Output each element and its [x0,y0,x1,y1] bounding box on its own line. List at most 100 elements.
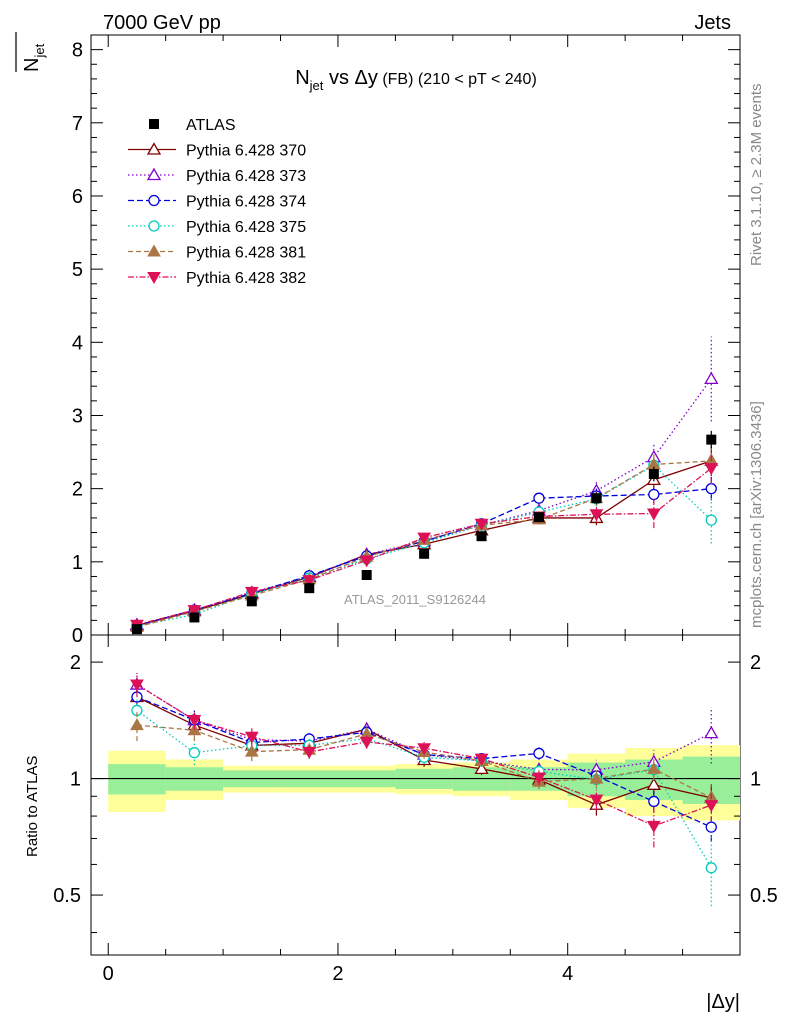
series-5-point [244,586,259,599]
reference-point [648,469,659,480]
ratio-y-tick-label: 1 [750,769,761,791]
title-cut: (210 < pT < 240) [418,71,537,88]
y-tick-label: 1 [72,552,83,574]
series-5-ratio-point [187,715,202,728]
y-tick-label: 8 [72,40,83,62]
series-5-point [646,508,661,521]
series-0-ratio-point [474,761,489,775]
legend-marker-series-3 [148,220,160,232]
ratio-y-tick-label: 2 [70,652,81,674]
series-5-point [704,463,719,476]
ratio-band-inner [108,764,166,795]
series-1-ratio-point [704,725,719,739]
y-tick-label: 5 [72,259,83,281]
reference-point [706,434,717,445]
series-3-ratio-point [188,747,201,759]
x-tick-label: 4 [562,963,573,985]
series-1-line [136,378,712,626]
category-label: Jets [694,12,731,34]
legend-label-reference: ATLAS [186,117,236,134]
legend-marker-series-0 [146,142,162,155]
series-5-ratio-point [589,794,604,807]
analysis-id-label: ATLAS_2011_S9126244 [344,592,486,607]
x-tick-labels: 0 2 4 [103,963,574,985]
y-tick-label: 6 [72,186,83,208]
reference-point [533,512,544,523]
ratio-y-tick-label: 0.5 [53,885,81,907]
series-5-ratio-point [359,736,374,749]
reference-point [476,531,487,542]
legend-label-series-2: Pythia 6.428 374 [186,194,306,211]
y-tick-label: 4 [72,332,83,354]
ratio-y-axis-label: Ratio to ATLAS [24,756,41,857]
series-5-ratio-point [130,679,144,692]
reference-point [361,570,372,580]
main-content [129,336,719,635]
series-4-ratio-point [244,744,259,757]
series-3-ratio-point [705,862,717,874]
ratio-y-tick-label: 0.5 [750,885,778,907]
series-4-ratio-point [589,771,604,784]
series-2-ratio-point [533,747,545,760]
legend-label-series-0: Pythia 6.428 370 [186,143,306,160]
ratio-content [129,672,719,907]
series-5-ratio-point [704,800,719,813]
series-5-ratio-point [646,820,661,833]
series-5-ratio-point [417,743,431,756]
series-3-point [705,514,717,526]
y-tick-label: 3 [72,405,83,427]
legend-label-series-5: Pythia 6.428 382 [186,270,306,287]
reference-point [591,493,602,504]
ratio-y-tick-label: 1 [70,769,81,791]
reference-point [131,624,142,635]
legend-marker-series-2 [148,194,160,207]
svg-text:Njet: Njet [21,43,47,72]
side-label-mcplots: mcplots.cern.ch [arXiv:1306.3436] [748,401,765,628]
ratio-axes: 0.5 0.5 1 1 2 2 [53,652,778,934]
series-5-ratio-point [474,753,489,766]
main-title: Njet vs Δy (FB) (210 < pT < 240) [295,67,537,93]
y-tick-label: 2 [72,479,83,501]
legend-marker-series-5 [147,272,161,285]
series-4-ratio-point [646,761,661,774]
series-5-point [589,509,604,522]
series-2-ratio-point [705,821,717,833]
energy-label: 7000 GeV pp [103,12,221,34]
series-2-ratio-point [648,795,660,808]
legend-label-series-1: Pythia 6.428 373 [186,168,306,185]
series-5-point [187,605,202,618]
title-mid: vs Δy [323,67,377,89]
series-2-point [648,488,660,501]
x-tick-label: 2 [332,963,343,985]
series-5-point [359,555,374,568]
legend: ATLAS Pythia 6.428 370 Pythia 6.428 373 Pyt… [128,117,306,287]
legend-marker-series-1 [146,167,162,181]
series-5-point [302,575,317,588]
ratio-y-tick-label: 2 [750,652,761,674]
legend-label-series-4: Pythia 6.428 381 [186,245,306,262]
x-tick-label: 0 [103,963,114,985]
title-sub: jet [309,78,324,93]
y-tick-label: 0 [72,625,83,647]
series-5-point [474,518,489,531]
series-2-point [533,492,545,504]
side-label-rivet: Rivet 3.1.10, ≥ 2.3M events [748,84,765,267]
series-2-point [705,483,717,495]
series-1-point [704,371,719,385]
x-axis-label: |Δy| [706,991,740,1013]
reference-point [419,548,430,559]
series-4-ratio-point [130,718,144,731]
legend-marker-series-4 [147,244,161,257]
series-0-ratio-point [646,777,661,790]
y-label-n: N [21,58,43,72]
y-tick-label: 7 [72,113,83,135]
legend-label-series-3: Pythia 6.428 375 [186,219,306,236]
title-n: N [295,67,309,89]
title-fb: (FB) [378,71,418,88]
reference-point [246,596,257,607]
series-5-ratio-point [244,731,259,744]
main-axes: 0 1 2 3 4 5 6 7 8 [72,34,741,955]
main-y-axis-label: Njet [15,32,47,72]
reference-point [304,583,315,594]
